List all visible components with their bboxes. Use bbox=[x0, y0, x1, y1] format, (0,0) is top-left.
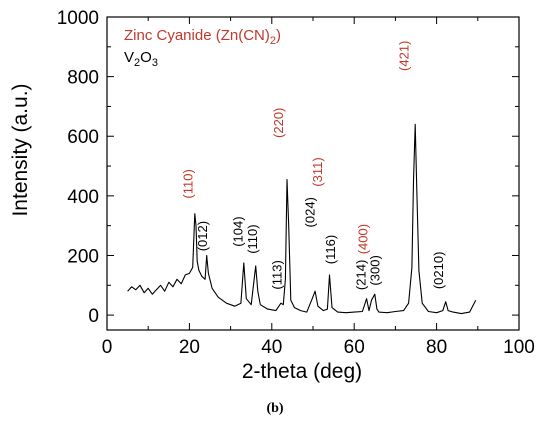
y-axis-title: Intensity (a.u.) bbox=[9, 83, 32, 216]
plot-area: 0 20 40 60 80 10002004006008001000(110)(012)(… bbox=[57, 8, 535, 358]
peak-label: (400) bbox=[355, 224, 370, 254]
peak-label: (024) bbox=[303, 197, 318, 227]
xrd-trace bbox=[127, 123, 477, 315]
x-tick-label: 0 bbox=[102, 337, 113, 358]
figure-caption: (b) bbox=[266, 401, 283, 416]
legend-v2o3: V2O3 bbox=[124, 49, 158, 69]
legend-zinc-cyanide: Zinc Cyanide (Zn(CN)2) bbox=[124, 27, 281, 47]
x-tick-label: 40 bbox=[261, 337, 282, 358]
y-tick-label: 0 bbox=[88, 306, 99, 327]
y-tick-label: 600 bbox=[67, 127, 99, 148]
peak-label: (113) bbox=[270, 260, 285, 289]
peak-label: (104) bbox=[231, 216, 246, 246]
peak-label: (0210) bbox=[431, 252, 446, 290]
y-tick-label: 400 bbox=[67, 187, 99, 208]
x-tick-label: 80 bbox=[426, 337, 447, 358]
x-tick-label: 100 bbox=[503, 337, 535, 358]
legend: Zinc Cyanide (Zn(CN)2)V2O3 bbox=[124, 27, 281, 69]
peak-label: (110) bbox=[180, 169, 195, 198]
x-tick-label: 20 bbox=[179, 337, 200, 358]
peak-label: (116) bbox=[323, 235, 338, 264]
y-tick-label: 200 bbox=[67, 246, 99, 267]
peak-label: (311) bbox=[310, 157, 325, 186]
peak-label: (012) bbox=[195, 221, 210, 251]
x-axis-title: 2-theta (deg) bbox=[242, 360, 362, 383]
y-tick-label: 1000 bbox=[57, 8, 99, 29]
y-tick-label: 800 bbox=[67, 68, 99, 89]
peak-label: (110) bbox=[245, 224, 260, 253]
x-tick-label: 60 bbox=[344, 337, 365, 358]
peak-label: (300) bbox=[367, 255, 382, 285]
peak-label: (220) bbox=[271, 108, 286, 138]
peak-label: (421) bbox=[397, 41, 412, 71]
peak-label: (214) bbox=[353, 260, 368, 290]
